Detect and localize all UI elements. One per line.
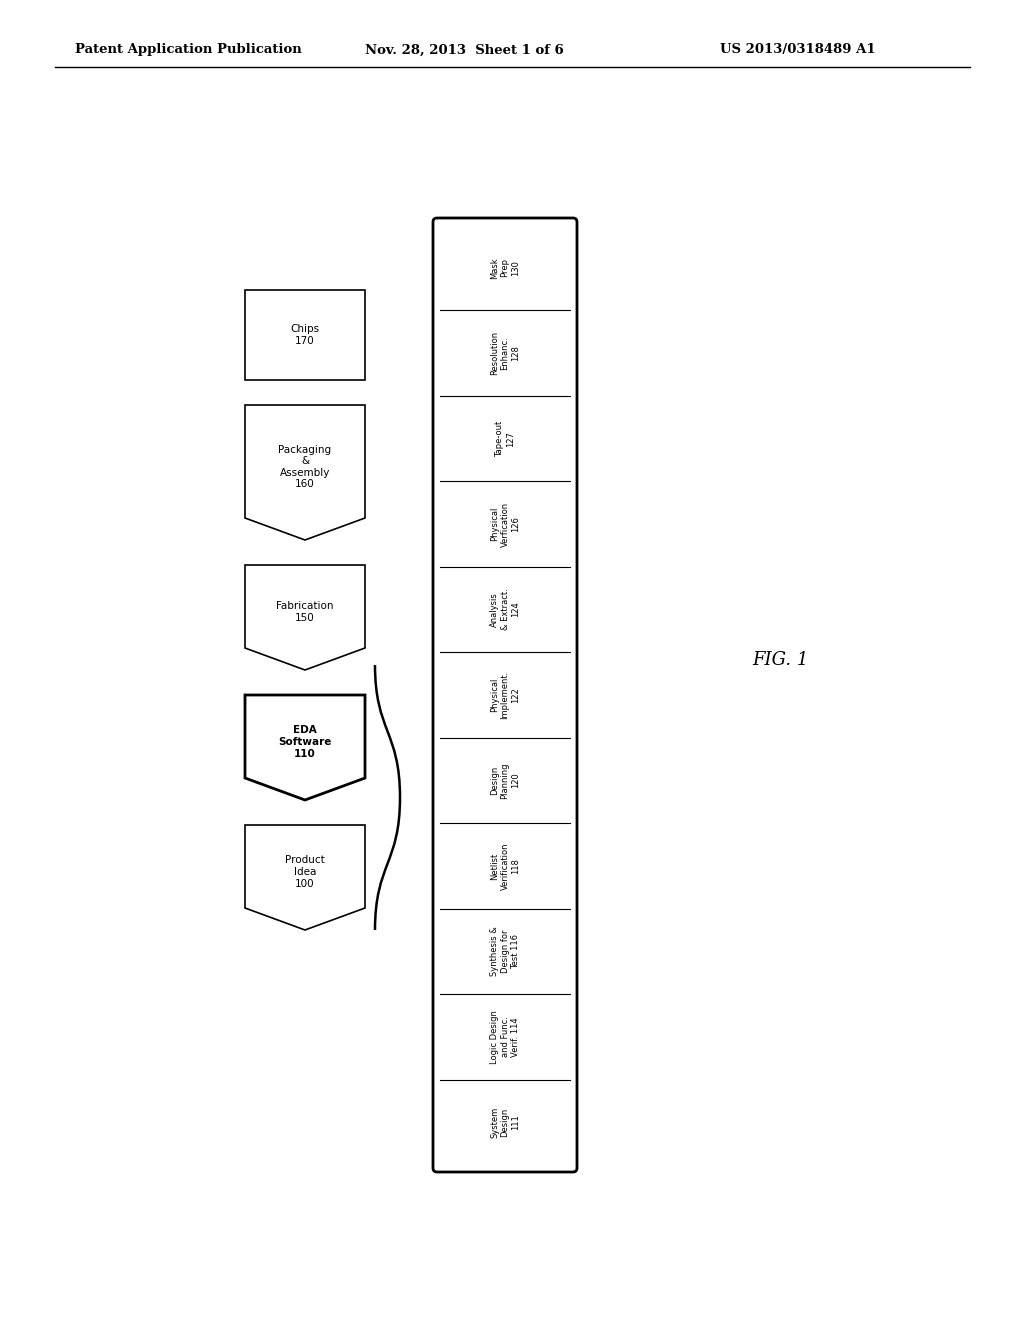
- Polygon shape: [245, 696, 365, 800]
- Text: Mask
Prep
130: Mask Prep 130: [490, 257, 520, 279]
- Text: EDA
Software
110: EDA Software 110: [279, 726, 332, 759]
- Text: Design
Planning
120: Design Planning 120: [490, 762, 520, 799]
- Polygon shape: [245, 825, 365, 931]
- Text: System
Design
111: System Design 111: [490, 1106, 520, 1138]
- Text: Patent Application Publication: Patent Application Publication: [75, 44, 302, 57]
- Polygon shape: [245, 405, 365, 540]
- Text: Resolution
Enhanc.
128: Resolution Enhanc. 128: [490, 331, 520, 375]
- Text: US 2013/0318489 A1: US 2013/0318489 A1: [720, 44, 876, 57]
- Text: Chips
170: Chips 170: [291, 325, 319, 346]
- FancyBboxPatch shape: [433, 218, 577, 1172]
- Text: Logic Design
and Func.
Verif. 114: Logic Design and Func. Verif. 114: [490, 1010, 520, 1064]
- Text: Product
Idea
100: Product Idea 100: [285, 855, 325, 888]
- Bar: [245, 290, 365, 380]
- Text: Physical
Verfication
126: Physical Verfication 126: [490, 502, 520, 546]
- Text: Synthesis &
Design for
Test 116: Synthesis & Design for Test 116: [490, 927, 520, 977]
- Polygon shape: [245, 565, 365, 671]
- Text: FIG. 1: FIG. 1: [752, 651, 808, 669]
- Text: Analysis
& Extract.
124: Analysis & Extract. 124: [490, 589, 520, 631]
- Text: Packaging
&
Assembly
160: Packaging & Assembly 160: [279, 445, 332, 490]
- Text: Fabrication
150: Fabrication 150: [276, 601, 334, 623]
- Text: Netlist
Verification
118: Netlist Verification 118: [490, 842, 520, 890]
- Text: Tape-out
127: Tape-out 127: [496, 421, 515, 457]
- Text: Physical
Implement.
122: Physical Implement. 122: [490, 671, 520, 719]
- Text: Nov. 28, 2013  Sheet 1 of 6: Nov. 28, 2013 Sheet 1 of 6: [365, 44, 564, 57]
